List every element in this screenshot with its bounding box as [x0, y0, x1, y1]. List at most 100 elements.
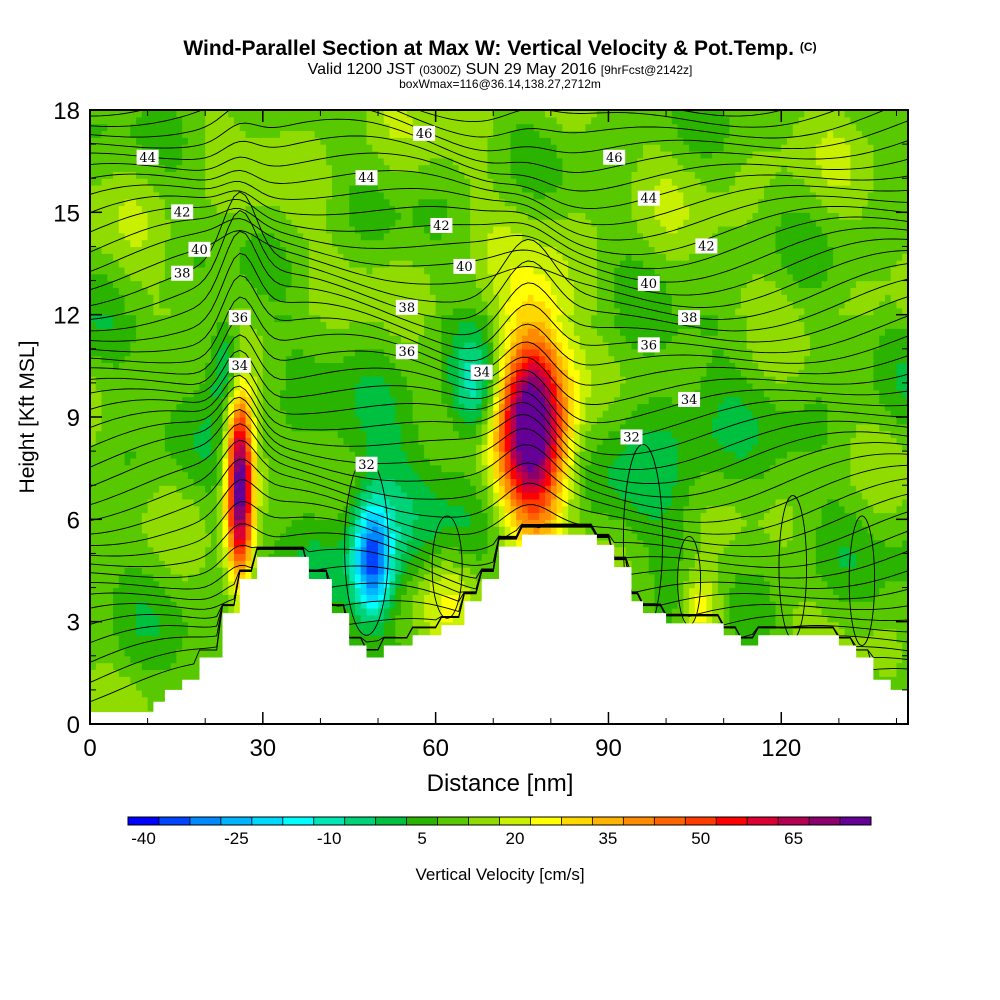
field-cell: [216, 314, 224, 323]
field-cell: [164, 669, 172, 677]
field-cell: [90, 116, 97, 125]
field-cell: [245, 553, 252, 561]
field-cell: [326, 144, 333, 152]
field-cell: [118, 505, 126, 514]
field-cell: [153, 676, 160, 684]
field-cell: [170, 437, 178, 445]
field-cell: [136, 205, 143, 213]
field-cell: [130, 376, 137, 384]
field-cell: [331, 307, 339, 316]
field-cell: [187, 492, 195, 500]
field-cell: [406, 512, 414, 520]
field-cell: [395, 369, 402, 377]
field-cell: [130, 444, 137, 452]
field-cell: [297, 232, 304, 241]
field-cell: [136, 423, 143, 432]
field-cell: [378, 280, 385, 288]
field-cell: [268, 130, 275, 138]
field-cell: [124, 246, 131, 254]
field-cell: [372, 116, 379, 125]
field-cell: [354, 314, 362, 323]
field-cell: [395, 560, 402, 568]
field-cell: [268, 498, 275, 507]
field-cell: [118, 273, 126, 282]
field-cell: [285, 110, 293, 118]
field-cell: [107, 376, 114, 384]
field-cell: [234, 232, 241, 241]
field-cell: [234, 198, 241, 207]
field-cell: [337, 144, 345, 152]
field-cell: [262, 253, 270, 261]
field-cell: [136, 123, 143, 132]
field-cell: [182, 144, 189, 152]
field-cell: [354, 341, 362, 350]
field-cell: [354, 478, 362, 486]
field-cell: [164, 212, 172, 220]
field-cell: [90, 389, 97, 398]
field-cell: [366, 144, 373, 152]
field-cell: [228, 144, 235, 152]
field-cell: [401, 225, 408, 234]
field-cell: [360, 580, 368, 589]
field-cell: [176, 669, 183, 677]
field-cell: [130, 417, 137, 425]
field-cell: [101, 539, 108, 548]
field-cell: [262, 198, 270, 207]
field-cell: [291, 546, 298, 555]
field-cell: [182, 648, 189, 657]
field-cell: [320, 321, 327, 329]
field-cell: [118, 498, 126, 507]
field-cell: [147, 389, 154, 398]
field-cell: [176, 437, 183, 445]
field-cell: [320, 485, 327, 493]
field-cell: [245, 451, 252, 459]
field-cell: [349, 232, 356, 241]
field-cell: [124, 225, 131, 234]
field-cell: [280, 485, 287, 493]
field-cell: [280, 178, 287, 186]
field-cell: [164, 253, 172, 261]
field-cell: [395, 287, 402, 295]
field-cell: [95, 137, 103, 145]
field-cell: [389, 594, 396, 602]
field-cell: [349, 137, 356, 145]
field-cell: [130, 478, 137, 486]
field-cell: [205, 348, 212, 357]
field-cell: [210, 546, 218, 555]
field-cell: [107, 328, 114, 336]
field-cell: [205, 635, 212, 643]
field-cell: [349, 287, 356, 295]
field-cell: [136, 464, 143, 473]
field-cell: [251, 321, 258, 329]
field-cell: [118, 335, 126, 343]
field-cell: [245, 266, 252, 275]
field-cell: [297, 376, 304, 384]
field-cell: [337, 294, 345, 302]
field-cell: [389, 157, 396, 166]
field-cell: [101, 273, 108, 282]
field-cell: [124, 451, 131, 459]
field-cell: [170, 389, 178, 398]
field-cell: [90, 546, 97, 555]
field-cell: [285, 526, 293, 534]
field-cell: [389, 573, 396, 582]
field-cell: [205, 307, 212, 316]
field-cell: [401, 403, 408, 411]
field-cell: [90, 689, 97, 698]
field-cell: [285, 341, 293, 350]
field-cell: [147, 178, 154, 186]
field-cell: [228, 116, 235, 125]
field-cell: [383, 628, 391, 636]
field-cell: [153, 662, 160, 671]
field-cell: [343, 110, 350, 118]
field-cell: [187, 157, 195, 166]
field-cell: [228, 369, 235, 377]
field-cell: [159, 362, 166, 370]
field-cell: [262, 273, 270, 282]
field-cell: [164, 287, 172, 295]
field-cell: [245, 130, 252, 138]
field-cell: [101, 655, 108, 664]
field-cell: [372, 389, 379, 398]
field-cell: [130, 451, 137, 459]
field-cell: [378, 137, 385, 145]
